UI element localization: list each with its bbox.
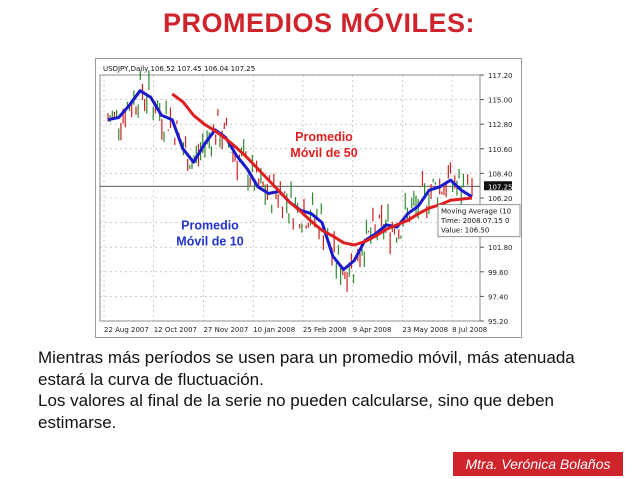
paragraph-2: Los valores al final de la serie no pued… (38, 391, 555, 432)
y-tick-label: 101.80 (488, 244, 513, 252)
y-tick-label: 97.40 (488, 293, 508, 301)
x-tick-label: 8 Jul 2008 (452, 326, 487, 334)
current-price-marker (484, 181, 512, 191)
y-tick-label: 115.00 (488, 97, 513, 105)
y-tick-label: 112.80 (488, 121, 513, 129)
tooltip-line: Time: 2008.07.15 0 (440, 217, 509, 225)
x-tick-label: 23 May 2008 (402, 326, 448, 334)
y-tick-label: 117.20 (488, 72, 513, 80)
tooltip-line: Value: 106.50 (441, 227, 489, 235)
y-tick-label: 95.20 (488, 318, 508, 326)
y-tick-label: 110.60 (488, 146, 513, 154)
ma50-line (171, 92, 473, 247)
x-tick-label: 22 Aug 2007 (104, 326, 149, 334)
annotation-ma10: Promedio (181, 218, 239, 232)
ma10-line (107, 89, 473, 272)
y-tick-label: 99.60 (488, 269, 508, 277)
annotation-ma50: Promedio (295, 130, 353, 144)
chart-header: USDJPY,Daily 106.52 107.45 106.04 107.25 (103, 65, 255, 73)
x-tick-label: 10 Jan 2008 (253, 326, 295, 334)
x-tick-label: 27 Nov 2007 (203, 326, 248, 334)
chart-svg: 117.20 115.00 112.80 110.60 108.40 107.25 106.… (99, 65, 521, 334)
annotation-ma50: Móvil de 50 (290, 146, 357, 160)
y-tick-label: 106.20 (488, 195, 513, 203)
x-tick-label: 9 Apr 2008 (353, 326, 392, 334)
paragraph-1: Mientras más períodos se usen para un pr… (38, 348, 575, 389)
x-tick-label: 25 Feb 2008 (303, 326, 347, 334)
slide-title: PROMEDIOS MÓVILES: (162, 8, 476, 38)
author-credit: Mtra. Verónica Bolaños (453, 452, 623, 476)
y-tick-label: 108.40 (488, 170, 513, 178)
forex-chart: 117.20 115.00 112.80 110.60 108.40 107.25 106.… (95, 58, 522, 338)
x-tick-label: 12 Oct 2007 (154, 326, 197, 334)
tooltip-box (437, 204, 521, 238)
body-text: Mientras más períodos se usen para un pr… (38, 347, 613, 433)
tooltip-line: Moving Average (10 (441, 208, 511, 216)
y-tick-label: 107.25 (488, 183, 513, 191)
annotation-ma10: Móvil de 10 (176, 234, 243, 248)
